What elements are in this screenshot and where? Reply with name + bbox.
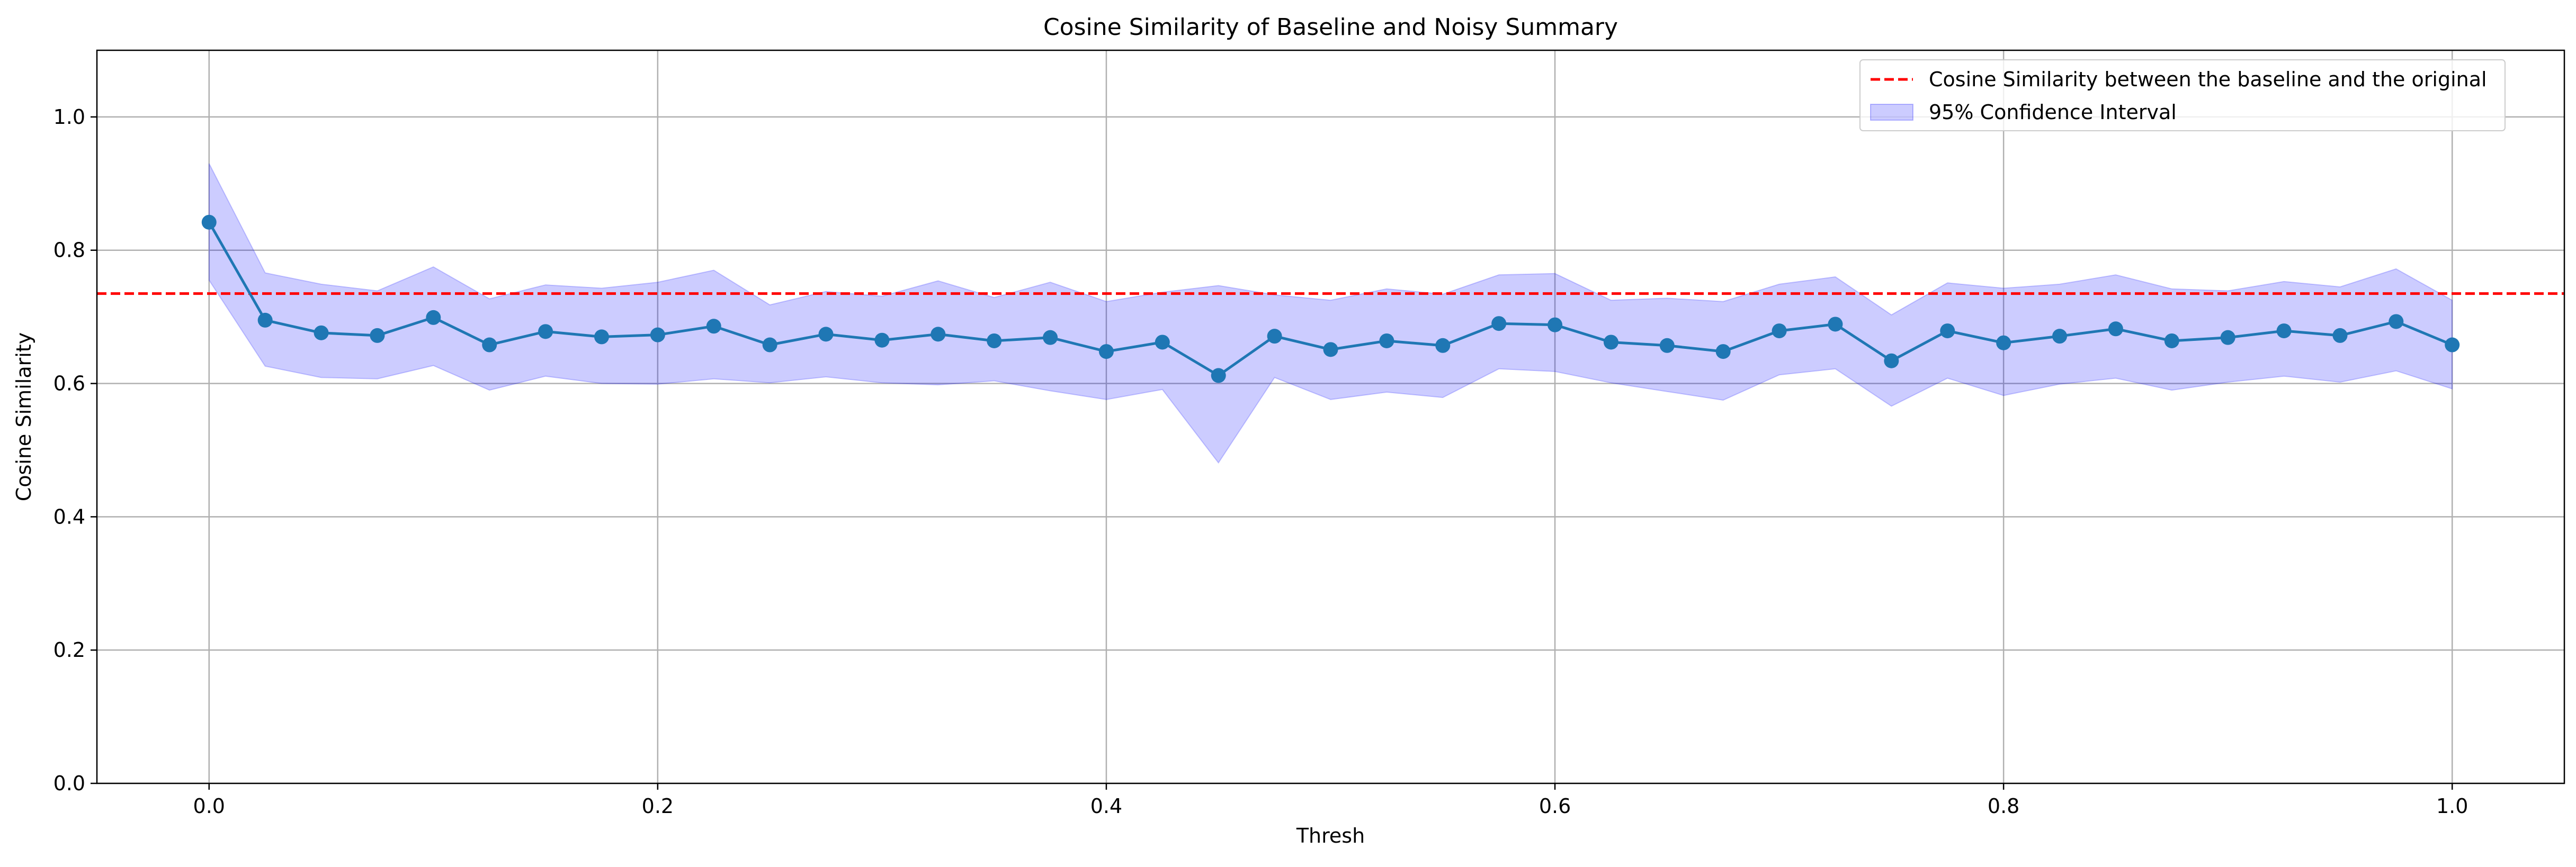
data-point xyxy=(1828,317,1843,332)
legend-swatch-confidence-interval xyxy=(1870,104,1913,121)
data-point xyxy=(1043,330,1058,345)
data-point xyxy=(1323,342,1338,357)
y-tick-label: 0.4 xyxy=(53,505,85,528)
x-tick-label: 1.0 xyxy=(2436,794,2468,818)
data-point xyxy=(1211,368,1226,383)
data-point xyxy=(1155,335,1170,350)
data-point xyxy=(987,333,1002,348)
data-point xyxy=(650,327,665,342)
legend-label-baseline: Cosine Similarity between the baseline a… xyxy=(1929,68,2487,91)
data-point xyxy=(2445,337,2460,353)
data-point xyxy=(1996,335,2011,350)
y-tick-label: 0.6 xyxy=(53,372,85,395)
x-tick-label: 0.8 xyxy=(1988,794,2019,818)
data-point xyxy=(1267,329,1282,344)
data-point xyxy=(1548,317,1563,332)
legend: Cosine Similarity between the baseline a… xyxy=(1859,59,2506,131)
data-point xyxy=(1379,333,1394,348)
legend-label-confidence-interval: 95% Confidence Interval xyxy=(1929,101,2177,124)
series-markers xyxy=(201,214,2460,383)
x-tick-label: 0.4 xyxy=(1090,794,1122,818)
data-point xyxy=(370,328,385,343)
x-tick-label: 0.6 xyxy=(1539,794,1571,818)
data-point xyxy=(706,319,721,334)
data-point xyxy=(874,332,890,348)
data-point xyxy=(314,325,329,340)
data-point xyxy=(2108,321,2123,337)
data-point xyxy=(2389,314,2404,329)
data-point xyxy=(482,337,497,353)
data-point xyxy=(538,324,553,339)
chart-title: Cosine Similarity of Baseline and Noisy … xyxy=(1043,14,1618,41)
data-point xyxy=(1940,323,1955,339)
data-point xyxy=(931,327,946,342)
data-point xyxy=(762,337,777,353)
y-tick-label: 0.2 xyxy=(53,638,85,662)
data-point xyxy=(1435,338,1451,353)
data-point xyxy=(1491,316,1507,331)
y-tick-label: 0.0 xyxy=(53,772,85,795)
x-axis-ticks: 0.0 0.2 0.4 0.6 0.8 1.0 xyxy=(193,783,2468,818)
y-tick-label: 1.0 xyxy=(53,105,85,129)
data-point xyxy=(1098,344,1114,359)
data-point xyxy=(1715,344,1731,359)
confidence-band xyxy=(208,163,2453,464)
y-axis-ticks: 0.0 0.2 0.4 0.6 0.8 1.0 xyxy=(53,105,97,795)
data-point xyxy=(201,214,217,230)
y-axis-label: Cosine Similarity xyxy=(12,332,35,501)
plot-frame xyxy=(96,49,2565,784)
data-point xyxy=(426,310,441,325)
data-point xyxy=(818,327,834,342)
data-point xyxy=(594,329,609,345)
data-point xyxy=(1772,323,1787,339)
x-tick-label: 0.2 xyxy=(642,794,674,818)
legend-box xyxy=(1859,59,2506,131)
confidence-band-area xyxy=(208,163,2453,464)
x-tick-label: 0.0 xyxy=(193,794,225,818)
data-point xyxy=(2220,330,2235,345)
data-point xyxy=(1884,353,1899,368)
data-point xyxy=(1659,338,1675,353)
data-point xyxy=(2332,328,2348,343)
data-point xyxy=(2164,333,2179,348)
data-point xyxy=(2052,329,2068,344)
data-point xyxy=(2276,323,2292,339)
x-axis-label: Thresh xyxy=(1296,824,1365,847)
data-point xyxy=(1603,335,1618,350)
y-tick-label: 0.8 xyxy=(53,239,85,262)
data-point xyxy=(257,312,273,328)
